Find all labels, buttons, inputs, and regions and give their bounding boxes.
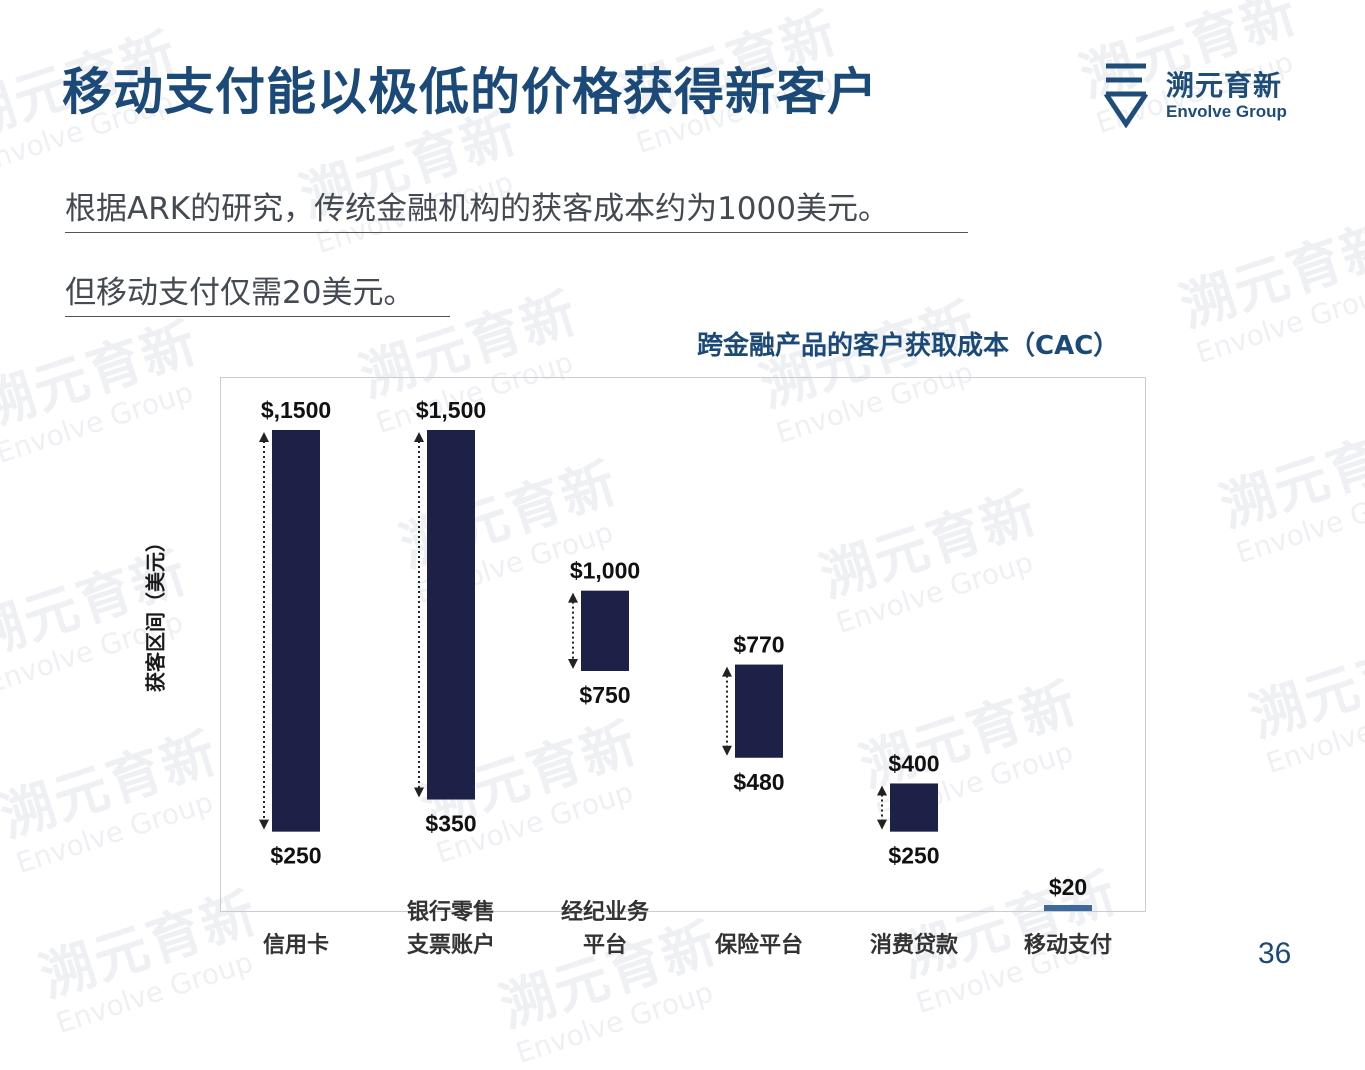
bar-low-label: $480	[733, 769, 784, 795]
range-arrow-up-icon	[414, 432, 424, 442]
bar-high-label: $1,000	[570, 558, 640, 584]
category-label: 保险平台	[714, 932, 803, 958]
range-arrow-down-icon	[259, 819, 269, 830]
range-bar	[272, 430, 320, 832]
statement-traditional-cac: 根据ARK的研究，传统金融机构的获客成本约为1000美元。	[65, 183, 968, 233]
range-arrow-up-icon	[568, 592, 578, 603]
bar-low-label: $350	[425, 811, 476, 837]
page-title: 移动支付能以极低的价格获得新客户	[62, 63, 878, 121]
range-bar	[581, 590, 629, 671]
range-arrow-up-icon	[259, 432, 269, 442]
range-bar	[1044, 905, 1092, 911]
statement-mobile-cac: 但移动支付仅需20美元。	[65, 267, 450, 317]
category-label: 银行零售	[407, 899, 495, 925]
chart-title: 跨金融产品的客户获取成本（CAC）	[697, 331, 1120, 361]
bar-high-label: $400	[888, 750, 939, 776]
range-arrow-down-icon	[414, 787, 424, 798]
category-label: 移动支付	[1024, 932, 1112, 958]
range-arrow-down-icon	[877, 819, 887, 830]
range-bar	[890, 783, 938, 832]
brand-name-cn: 溯元育新	[1166, 69, 1283, 102]
category-label: 支票账户	[407, 932, 495, 958]
range-bar	[427, 430, 475, 800]
bar-high-label: $,1500	[261, 397, 331, 423]
range-arrow-up-icon	[877, 785, 887, 796]
range-arrow-down-icon	[568, 659, 578, 669]
range-bar	[735, 664, 783, 758]
page-number: 36	[1258, 937, 1292, 970]
bar-low-label: $250	[888, 843, 939, 869]
brand-name-en: Envolve Group	[1166, 102, 1287, 121]
bar-high-label: $1,500	[416, 397, 486, 423]
bar-high-label: $770	[733, 632, 784, 658]
category-label: 消费贷款	[870, 932, 959, 958]
range-arrow-down-icon	[722, 745, 732, 756]
brand-logo: 溯元育新 Envolve Group	[1102, 62, 1312, 132]
category-label: 经纪业务	[561, 899, 650, 925]
bar-low-label: $250	[270, 843, 321, 869]
bar-high-label: $20	[1049, 874, 1087, 900]
chart-frame	[220, 377, 1146, 912]
category-label: 信用卡	[263, 932, 329, 958]
category-label: 平台	[583, 932, 627, 958]
range-arrow-up-icon	[722, 666, 732, 677]
envolve-logo-icon	[1103, 63, 1149, 129]
bar-low-label: $750	[579, 682, 630, 708]
